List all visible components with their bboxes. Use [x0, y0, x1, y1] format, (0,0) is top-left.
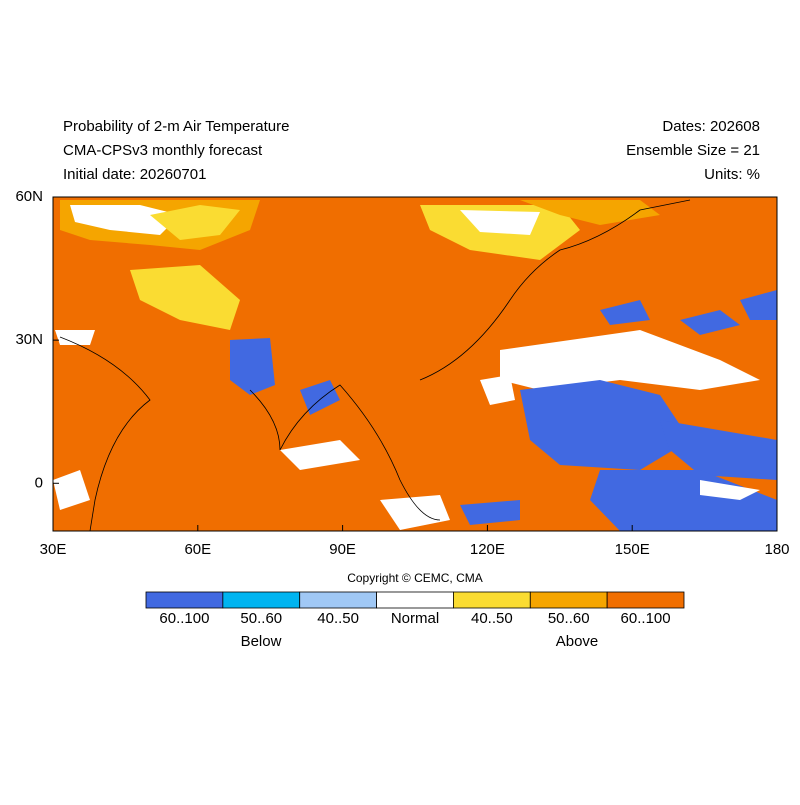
units: Units: % [704, 166, 760, 183]
legend-group: Above [556, 633, 599, 650]
legend-swatch [145, 591, 224, 609]
legend-label: 50..60 [240, 610, 282, 627]
x-tick-label: 150E [615, 541, 650, 558]
legend-swatch [606, 591, 685, 609]
legend-swatch [376, 591, 454, 609]
y-tick-label: 60N [15, 188, 43, 205]
legend-swatch [453, 591, 531, 609]
legend-group: Below [241, 633, 282, 650]
subtitle: CMA-CPSv3 monthly forecast [63, 142, 263, 159]
map-field [53, 197, 777, 531]
legend-label: 50..60 [548, 610, 590, 627]
x-tick-label: 120E [470, 541, 505, 558]
x-tick-label: 180 [764, 541, 789, 558]
x-tick-label: 60E [184, 541, 211, 558]
legend-swatch [222, 591, 301, 609]
x-tick-label: 30E [40, 541, 67, 558]
legend-swatch [299, 591, 377, 609]
copyright: Copyright © CEMC, CMA [347, 571, 483, 585]
legend-label: Normal [391, 610, 439, 627]
legend-label: 40..50 [471, 610, 513, 627]
legend-label: 60..100 [621, 610, 671, 627]
y-tick-label: 30N [15, 331, 43, 348]
y-tick-label: 0 [35, 474, 43, 491]
x-tick-label: 90E [329, 541, 356, 558]
ensemble: Ensemble Size = 21 [626, 142, 760, 159]
legend-label: 40..50 [317, 610, 359, 627]
map-frame [52, 196, 778, 532]
dates: Dates: 202608 [662, 118, 760, 135]
title: Probability of 2-m Air Temperature [63, 118, 290, 135]
legend-swatch [529, 591, 608, 609]
init-date: Initial date: 20260701 [63, 166, 206, 183]
legend-label: 60..100 [159, 610, 209, 627]
